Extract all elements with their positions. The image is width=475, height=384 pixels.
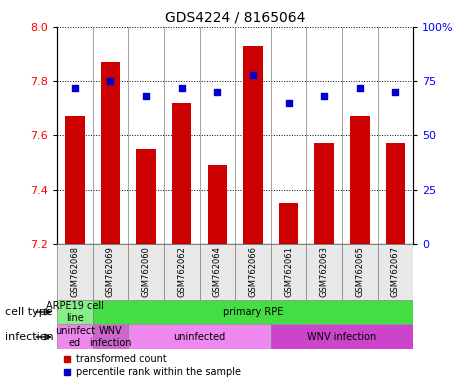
Text: GSM762063: GSM762063 (320, 246, 329, 297)
Text: GSM762067: GSM762067 (391, 246, 400, 297)
Bar (200, 244, 235, 300)
Point (213, 89, 221, 95)
Bar (350, 116, 370, 244)
Text: GSM762060: GSM762060 (142, 246, 151, 297)
Bar (128, 244, 164, 300)
Bar (57, 324, 93, 349)
Text: WNV
infection: WNV infection (89, 326, 132, 348)
Bar (243, 46, 263, 244)
Text: uninfect
ed: uninfect ed (55, 326, 95, 348)
Point (285, 100, 293, 106)
Text: uninfected: uninfected (173, 332, 226, 342)
Point (142, 93, 150, 99)
Text: primary RPE: primary RPE (223, 307, 283, 317)
Text: GSM762066: GSM762066 (248, 246, 257, 297)
Text: GSM762068: GSM762068 (70, 246, 79, 297)
Bar (314, 144, 334, 244)
Point (391, 89, 399, 95)
Text: GSM762062: GSM762062 (177, 246, 186, 297)
Point (249, 71, 256, 78)
Text: GSM762064: GSM762064 (213, 246, 222, 297)
Legend: transformed count, percentile rank within the sample: transformed count, percentile rank withi… (62, 354, 241, 377)
Bar (93, 244, 128, 300)
Text: infection: infection (5, 332, 53, 342)
Bar (386, 144, 405, 244)
Point (320, 93, 328, 99)
Bar (136, 149, 156, 244)
Point (106, 78, 114, 84)
Text: cell type: cell type (5, 307, 52, 317)
Bar (128, 324, 271, 349)
Text: ARPE19 cell
line: ARPE19 cell line (46, 301, 104, 323)
Bar (271, 244, 306, 300)
Bar (271, 324, 413, 349)
Bar (172, 103, 191, 244)
Bar (378, 244, 413, 300)
Bar (279, 203, 298, 244)
Point (71, 84, 79, 91)
Text: GSM762069: GSM762069 (106, 246, 115, 297)
Bar (93, 324, 128, 349)
Point (178, 84, 185, 91)
Point (356, 84, 364, 91)
Title: GDS4224 / 8165064: GDS4224 / 8165064 (165, 10, 305, 24)
Bar (65, 116, 85, 244)
Bar (342, 244, 378, 300)
Text: GSM762065: GSM762065 (355, 246, 364, 297)
Text: GSM762061: GSM762061 (284, 246, 293, 297)
Text: WNV infection: WNV infection (307, 332, 377, 342)
Bar (208, 165, 227, 244)
Bar (164, 244, 200, 300)
Bar (57, 244, 93, 300)
Bar (306, 244, 342, 300)
Bar (235, 244, 271, 300)
Bar (101, 62, 120, 244)
Bar (57, 300, 93, 324)
